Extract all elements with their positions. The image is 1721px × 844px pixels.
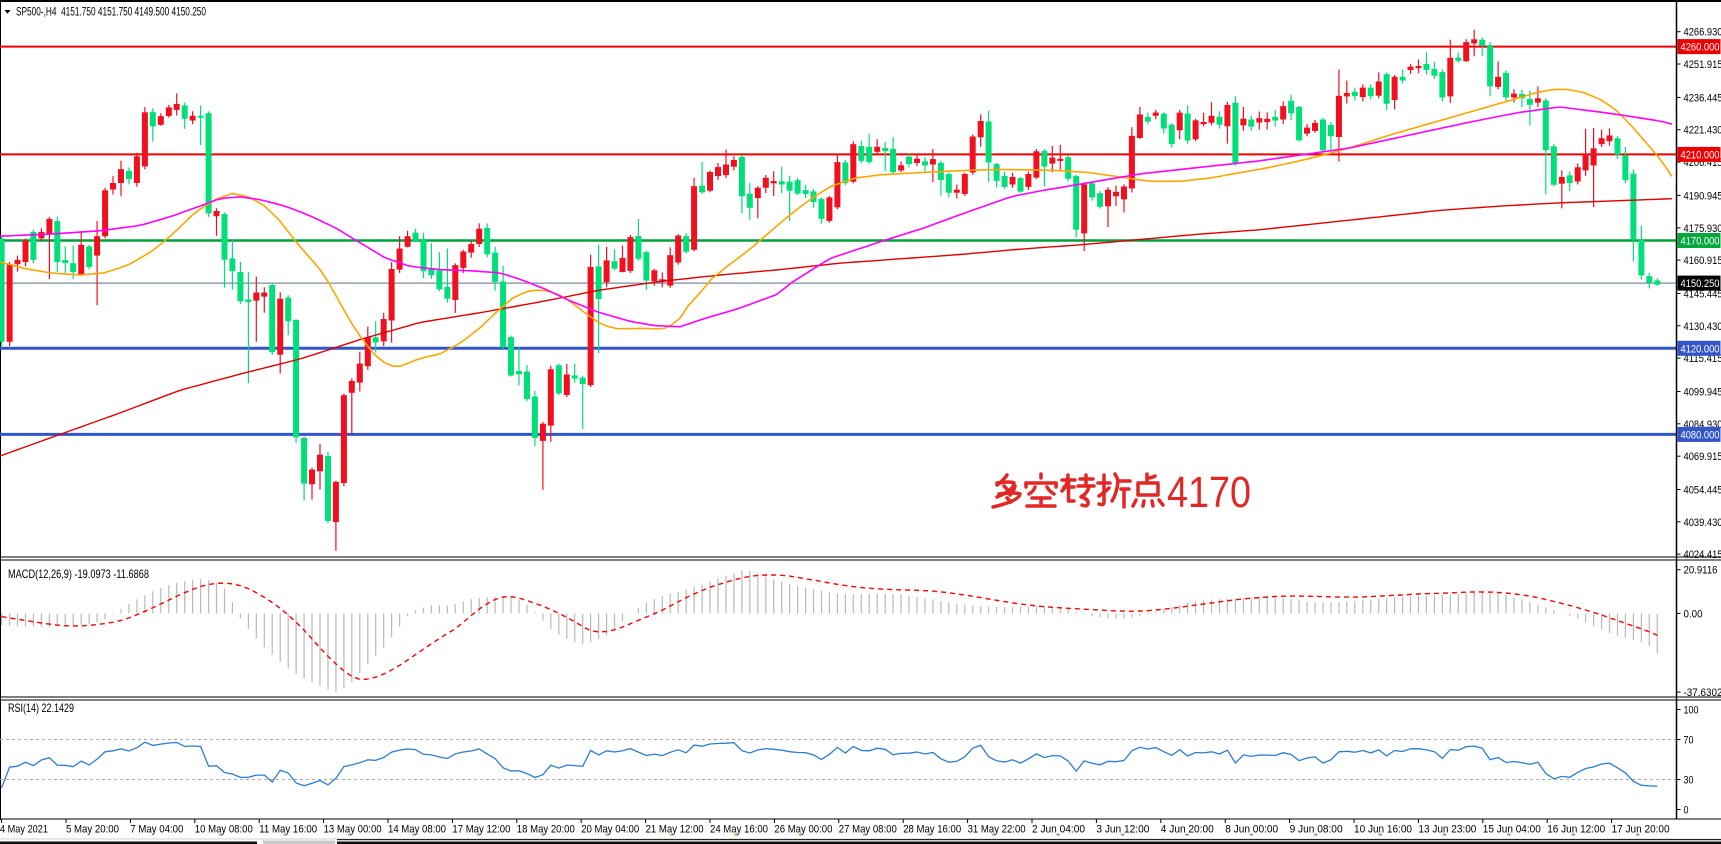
- svg-text:4160.915: 4160.915: [1684, 255, 1721, 267]
- svg-text:18 May 20:00: 18 May 20:00: [517, 824, 575, 836]
- svg-text:15 Jun 04:00: 15 Jun 04:00: [1483, 824, 1541, 836]
- svg-text:-37.6302: -37.6302: [1684, 687, 1721, 699]
- svg-text:4145.445: 4145.445: [1684, 288, 1721, 300]
- svg-text:4190.945: 4190.945: [1684, 190, 1721, 202]
- svg-text:11 May 16:00: 11 May 16:00: [259, 824, 317, 836]
- svg-text:3 Jun 12:00: 3 Jun 12:00: [1096, 824, 1149, 836]
- svg-text:4236.445: 4236.445: [1684, 92, 1721, 104]
- svg-text:0.00: 0.00: [1684, 608, 1703, 620]
- svg-text:4080.000: 4080.000: [1681, 429, 1720, 441]
- svg-text:13 Jun 23:00: 13 Jun 23:00: [1418, 824, 1476, 836]
- svg-text:4069.915: 4069.915: [1684, 451, 1721, 463]
- svg-text:4054.445: 4054.445: [1684, 485, 1721, 497]
- svg-text:4130.430: 4130.430: [1684, 321, 1721, 333]
- svg-text:4099.945: 4099.945: [1684, 387, 1721, 399]
- svg-text:4266.930: 4266.930: [1684, 27, 1721, 39]
- svg-text:4024.415: 4024.415: [1684, 549, 1721, 561]
- svg-text:MACD(12,26,9) -19.0973 -11.686: MACD(12,26,9) -19.0973 -11.6868: [8, 567, 149, 581]
- svg-text:8 Jun 00:00: 8 Jun 00:00: [1225, 824, 1278, 836]
- svg-text:4210.000: 4210.000: [1681, 149, 1720, 161]
- svg-text:4260.000: 4260.000: [1681, 42, 1720, 54]
- svg-text:28 May 16:00: 28 May 16:00: [903, 824, 961, 836]
- svg-text:30: 30: [1684, 775, 1694, 787]
- svg-text:0: 0: [1684, 805, 1689, 817]
- svg-text:SP500-,H4 4151.750 4151.750 4: SP500-,H4 4151.750 4151.750 4149.500 415…: [16, 5, 206, 19]
- svg-text:10 May 08:00: 10 May 08:00: [195, 824, 253, 836]
- svg-text:4039.430: 4039.430: [1684, 517, 1721, 529]
- svg-text:4175.930: 4175.930: [1684, 223, 1721, 235]
- svg-text:17 May 12:00: 17 May 12:00: [452, 824, 510, 836]
- svg-text:4170.000: 4170.000: [1681, 236, 1720, 248]
- svg-text:20 May 04:00: 20 May 04:00: [581, 824, 639, 836]
- svg-text:14 May 08:00: 14 May 08:00: [388, 824, 446, 836]
- svg-text:2 Jun 04:00: 2 Jun 04:00: [1032, 824, 1085, 836]
- svg-text:24 May 16:00: 24 May 16:00: [710, 824, 768, 836]
- svg-text:100: 100: [1684, 705, 1699, 717]
- svg-text:5 May 20:00: 5 May 20:00: [66, 824, 119, 836]
- svg-text:17 Jun 20:00: 17 Jun 20:00: [1612, 824, 1670, 836]
- svg-text:4120.000: 4120.000: [1681, 343, 1720, 355]
- svg-text:4115.415: 4115.415: [1684, 353, 1721, 365]
- svg-text:16 Jun 12:00: 16 Jun 12:00: [1547, 824, 1605, 836]
- svg-text:4170: 4170: [1167, 468, 1251, 517]
- svg-text:10 Jun 16:00: 10 Jun 16:00: [1354, 824, 1412, 836]
- svg-text:RSI(14) 22.1429: RSI(14) 22.1429: [8, 701, 74, 715]
- svg-text:9 Jun 08:00: 9 Jun 08:00: [1290, 824, 1343, 836]
- svg-text:27 May 08:00: 27 May 08:00: [839, 824, 897, 836]
- svg-text:20.9116: 20.9116: [1684, 565, 1718, 577]
- svg-text:13 May 00:00: 13 May 00:00: [324, 824, 382, 836]
- svg-text:4251.915: 4251.915: [1684, 59, 1721, 71]
- svg-text:7 May 04:00: 7 May 04:00: [130, 824, 183, 836]
- svg-text:4 May 2021: 4 May 2021: [0, 824, 48, 836]
- svg-text:4 Jun 20:00: 4 Jun 20:00: [1161, 824, 1214, 836]
- svg-text:4221.430: 4221.430: [1684, 125, 1721, 137]
- svg-text:21 May 12:00: 21 May 12:00: [646, 824, 704, 836]
- svg-text:26 May 00:00: 26 May 00:00: [774, 824, 832, 836]
- svg-text:31 May 22:00: 31 May 22:00: [968, 824, 1026, 836]
- svg-text:4150.250: 4150.250: [1681, 278, 1720, 290]
- svg-text:70: 70: [1684, 735, 1694, 747]
